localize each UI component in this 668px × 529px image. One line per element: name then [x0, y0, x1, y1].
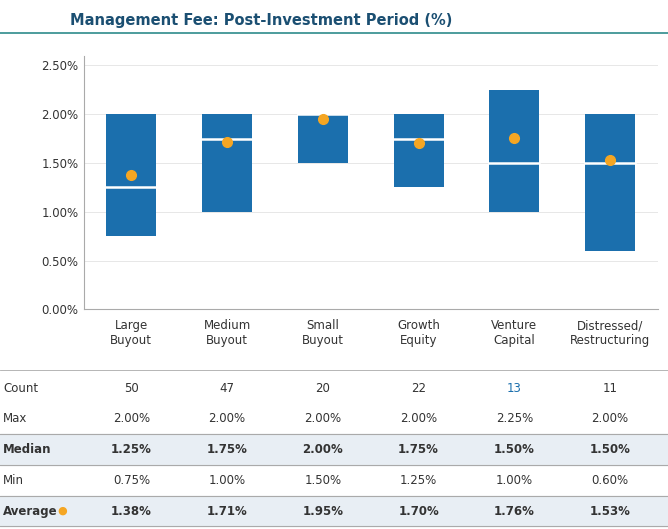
Text: 0.75%: 0.75%: [113, 474, 150, 487]
Text: 1.25%: 1.25%: [111, 443, 152, 456]
Text: Management Fee: Post-Investment Period (%): Management Fee: Post-Investment Period (…: [70, 13, 452, 28]
Text: Growth
Equity: Growth Equity: [397, 320, 440, 347]
Text: 11: 11: [603, 382, 618, 395]
Text: 1.50%: 1.50%: [494, 443, 535, 456]
Text: 1.75%: 1.75%: [398, 443, 439, 456]
Text: Small
Buyout: Small Buyout: [302, 320, 344, 347]
Text: 22: 22: [411, 382, 426, 395]
Bar: [585, 114, 635, 251]
Text: 2.00%: 2.00%: [400, 413, 437, 425]
Text: 1.00%: 1.00%: [208, 474, 246, 487]
Bar: [298, 114, 348, 163]
Text: 2.00%: 2.00%: [305, 413, 341, 425]
Text: 1.71%: 1.71%: [206, 505, 248, 517]
Text: Median: Median: [3, 443, 52, 456]
Text: 2.00%: 2.00%: [303, 443, 343, 456]
Bar: [202, 114, 252, 212]
Text: 2.25%: 2.25%: [496, 413, 533, 425]
Text: 1.25%: 1.25%: [400, 474, 438, 487]
Text: 2.00%: 2.00%: [592, 413, 629, 425]
Text: 1.50%: 1.50%: [590, 443, 631, 456]
Text: 1.70%: 1.70%: [398, 505, 439, 517]
Text: 1.38%: 1.38%: [111, 505, 152, 517]
Text: Large
Buyout: Large Buyout: [110, 320, 152, 347]
Text: 47: 47: [220, 382, 234, 395]
Text: 2.00%: 2.00%: [208, 413, 246, 425]
Text: 1.95%: 1.95%: [303, 505, 343, 517]
Text: Distressed/
Restructuring: Distressed/ Restructuring: [570, 320, 650, 347]
Bar: [106, 114, 156, 236]
Text: ●: ●: [57, 506, 67, 516]
Text: 2.00%: 2.00%: [113, 413, 150, 425]
Text: Venture
Capital: Venture Capital: [491, 320, 538, 347]
Text: 1.50%: 1.50%: [305, 474, 341, 487]
Text: Max: Max: [3, 413, 27, 425]
Text: 1.53%: 1.53%: [590, 505, 631, 517]
Text: 13: 13: [507, 382, 522, 395]
Text: 1.76%: 1.76%: [494, 505, 535, 517]
Bar: [393, 114, 444, 187]
Text: Medium
Buyout: Medium Buyout: [204, 320, 250, 347]
Text: 20: 20: [315, 382, 330, 395]
Text: Average: Average: [3, 505, 58, 517]
Text: Min: Min: [3, 474, 24, 487]
Text: 50: 50: [124, 382, 139, 395]
Bar: [490, 90, 539, 212]
Text: 1.00%: 1.00%: [496, 474, 533, 487]
Text: 0.60%: 0.60%: [592, 474, 629, 487]
Text: Count: Count: [3, 382, 39, 395]
Text: 1.75%: 1.75%: [206, 443, 248, 456]
